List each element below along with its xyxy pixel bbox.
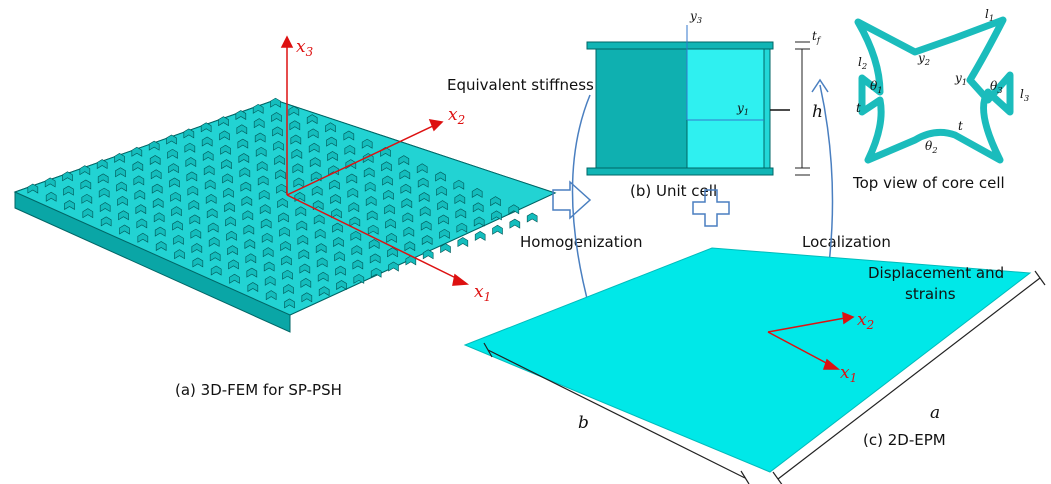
stud xyxy=(493,225,503,234)
arrow-label: Localization xyxy=(802,233,891,251)
note: Displacement and xyxy=(868,264,1004,282)
label: l2 xyxy=(858,55,867,71)
dimension-label: a xyxy=(930,403,940,423)
axis-label: x1 xyxy=(474,282,491,304)
stud xyxy=(475,231,485,240)
caption: (c) 2D-EPM xyxy=(863,431,946,449)
label: h xyxy=(812,102,823,122)
stud xyxy=(527,213,537,222)
label: θ2 xyxy=(925,139,938,155)
dimension-label: b xyxy=(578,413,589,433)
unit-cell xyxy=(587,25,810,175)
stud xyxy=(510,219,520,228)
label: t xyxy=(958,119,963,133)
caption: (b) Unit cell xyxy=(630,182,717,200)
label: y3 xyxy=(689,9,702,25)
axis-label: x3 xyxy=(296,37,313,59)
label: t xyxy=(856,101,861,115)
label: tf xyxy=(812,29,822,45)
caption: Top view of core cell xyxy=(852,174,1005,192)
figure: x3 x2 x1 (a) 3D-FEM for SP-PSH y3 y1 tf … xyxy=(0,0,1051,484)
label: l3 xyxy=(1020,87,1029,103)
stud xyxy=(458,238,468,247)
arrow-label: Equivalent stiffness xyxy=(447,76,594,94)
arrow-label: Homogenization xyxy=(520,233,642,251)
note: strains xyxy=(905,285,956,303)
label: l1 xyxy=(985,7,994,23)
axis-label: x2 xyxy=(448,105,465,127)
caption: (a) 3D-FEM for SP-PSH xyxy=(175,381,342,399)
